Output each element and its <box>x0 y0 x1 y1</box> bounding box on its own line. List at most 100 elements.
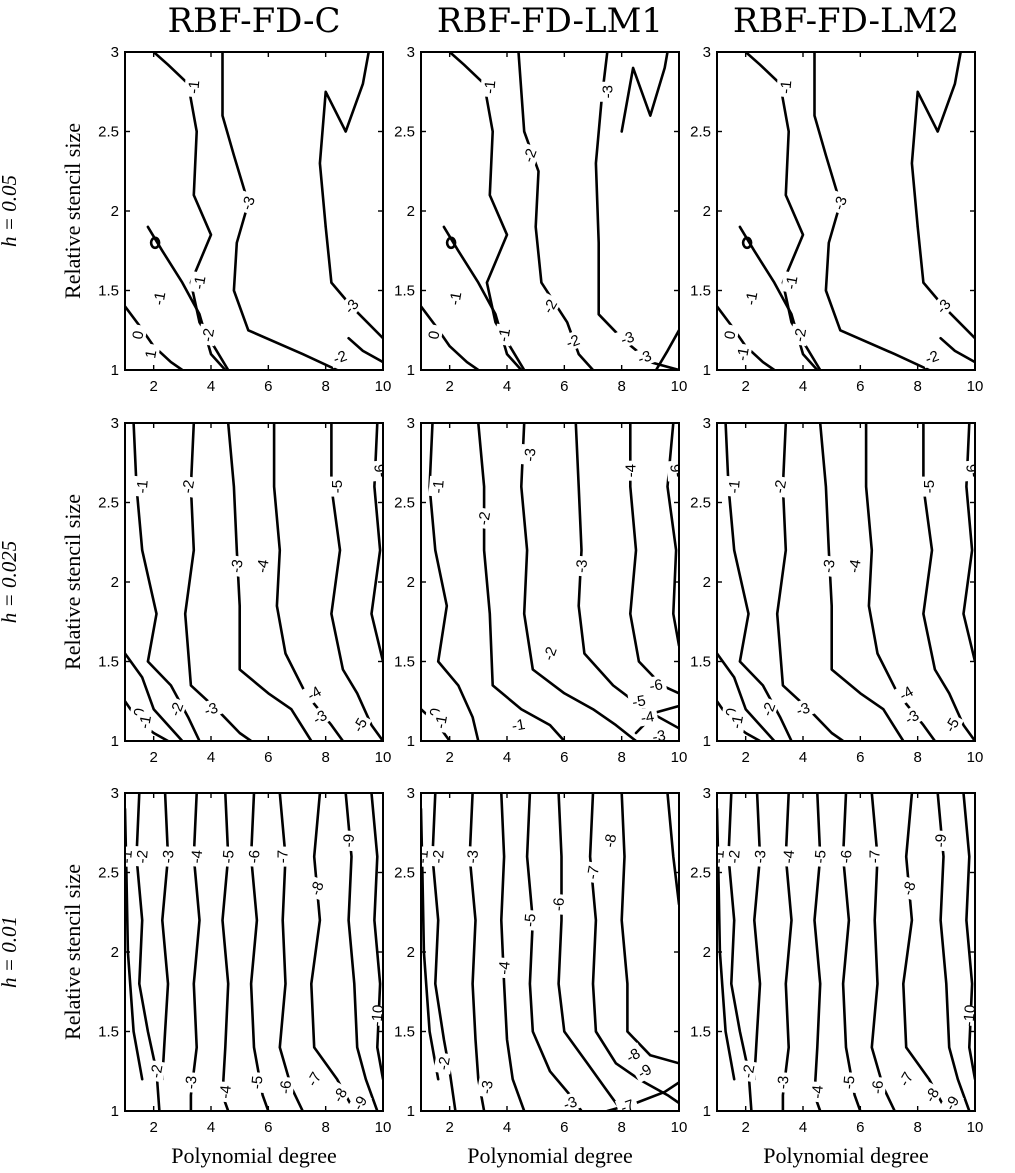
contour-label-bg <box>750 845 769 868</box>
y-tick-label: 3 <box>111 44 119 61</box>
contour-label-bg <box>134 710 155 734</box>
x-tick-label: 6 <box>264 749 272 766</box>
contour-level-label: -2 <box>179 479 198 495</box>
y-tick-label: 3 <box>111 415 119 432</box>
contour-level-label: -1 <box>742 290 761 306</box>
contour-line <box>936 793 971 1111</box>
axes-box <box>420 51 680 371</box>
contour-level-label: -2 <box>167 700 188 718</box>
contour-label-bg <box>780 271 802 294</box>
contour-line <box>370 793 383 1081</box>
contour-label-bg <box>132 845 152 868</box>
contour-label-bg <box>636 706 659 727</box>
y-tick-label: 2 <box>407 203 415 220</box>
contour-level-label: -5 <box>921 480 938 493</box>
contour-line <box>477 423 566 741</box>
contour-line <box>428 423 480 741</box>
contour-level-label: -2 <box>435 1055 454 1071</box>
contour-line <box>324 225 383 340</box>
contour-label-bg <box>476 1075 497 1099</box>
x-tick-label: 4 <box>503 1119 511 1136</box>
row-label: h = 0.01 <box>0 916 21 988</box>
contour-label-bg <box>557 1091 583 1111</box>
contour-line <box>781 793 793 1111</box>
y-tick-label: 2 <box>703 944 711 961</box>
contour-label-bg <box>740 287 762 310</box>
contour-level-label: -2 <box>759 700 780 718</box>
x-tick-label: 2 <box>445 1119 453 1136</box>
contour-label-bg <box>473 506 494 530</box>
contour-label-bg <box>347 1089 372 1111</box>
contour-level-label: -2 <box>791 327 810 343</box>
contour-level-label: -2 <box>134 849 152 864</box>
contour-line <box>813 52 931 370</box>
contour-level-label: -3 <box>202 699 220 720</box>
contour-label-bg <box>327 345 353 369</box>
contour-label-bg <box>244 845 263 868</box>
x-tick-label: 4 <box>207 1119 215 1136</box>
x-tick-label: 8 <box>913 1119 921 1136</box>
contour-level-label: -8 <box>307 879 328 897</box>
x-tick-label: 10 <box>671 1119 688 1136</box>
contour-level-label: -2 <box>430 849 448 864</box>
contour-label-bg <box>897 875 921 901</box>
contour-label-bg <box>520 909 539 931</box>
contour-label-bg <box>306 704 333 730</box>
contour-line <box>125 652 184 741</box>
contour-level-label: -10 <box>960 1004 979 1027</box>
contour-line <box>468 793 486 1111</box>
contour-line <box>724 423 793 741</box>
x-tick-label: 2 <box>741 378 749 395</box>
contour-panel: 2 4 6 8 1011.522.53-1-2-2-3-3-4-5-6-7-8-8-9-… <box>394 785 687 1168</box>
y-tick-label: 1.5 <box>98 1024 119 1041</box>
y-tick-label: 1 <box>703 733 711 750</box>
contour-loop <box>149 236 161 250</box>
contour-label-bg <box>198 697 224 721</box>
x-tick-label: 6 <box>560 1119 568 1136</box>
contour-level-label: -2 <box>331 347 349 368</box>
contour-level-label: -1 <box>150 290 169 306</box>
y-tick-label: 1 <box>111 362 119 379</box>
contour-lines: -1-2-2-3-3-4-4-5-5-6-6-7-7-8-8-9-9-10 <box>125 793 383 1111</box>
contour-level-label: -7 <box>867 850 884 863</box>
x-axis-label: Polynomial degree <box>467 1143 633 1168</box>
x-tick-label: 8 <box>321 749 329 766</box>
contour-label-bg <box>571 555 591 577</box>
contour-label-bg <box>140 342 161 366</box>
contour-level-label: -2 <box>475 510 494 526</box>
y-tick-label: 3 <box>407 415 415 432</box>
contour-label-bg <box>775 76 795 98</box>
x-tick-label: 2 <box>149 378 157 395</box>
y-tick-label: 1 <box>703 1103 711 1120</box>
contour-line <box>557 793 623 1111</box>
contour-line <box>318 52 370 229</box>
contour-label-bg <box>507 714 530 735</box>
contour-label-bg <box>893 680 919 706</box>
contour-level-label: -4 <box>780 849 798 864</box>
contour-label-bg <box>959 1004 975 1027</box>
y-tick-label: 1 <box>407 1103 415 1120</box>
contour-level-label: -3 <box>618 328 636 349</box>
contour-line <box>962 423 975 663</box>
x-tick-label: 10 <box>671 378 688 395</box>
contour-level-label: -1 <box>728 714 747 730</box>
contour-level-label: -1 <box>782 275 801 291</box>
contour-level-label: -5 <box>329 480 346 493</box>
contour-line <box>939 336 975 364</box>
contour-label-bg <box>444 287 466 310</box>
contour-label-bg <box>778 845 798 868</box>
contour-loop <box>741 236 753 250</box>
axes-box <box>716 792 976 1112</box>
contour-lines: 0-1-1-2-2-3-3-4-3-4-5-5-6 <box>717 423 975 741</box>
contour-label-bg <box>127 323 148 347</box>
contour-label-bg <box>301 1066 327 1092</box>
x-tick-label: 10 <box>375 1119 392 1136</box>
contour-label-bg <box>737 1059 759 1083</box>
contour-line <box>813 793 822 1111</box>
y-tick-label: 2 <box>407 944 415 961</box>
contour-label-bg <box>599 829 620 852</box>
axes-box <box>420 792 680 1112</box>
contour-label-bg <box>719 323 740 347</box>
contour-line <box>525 793 583 1111</box>
